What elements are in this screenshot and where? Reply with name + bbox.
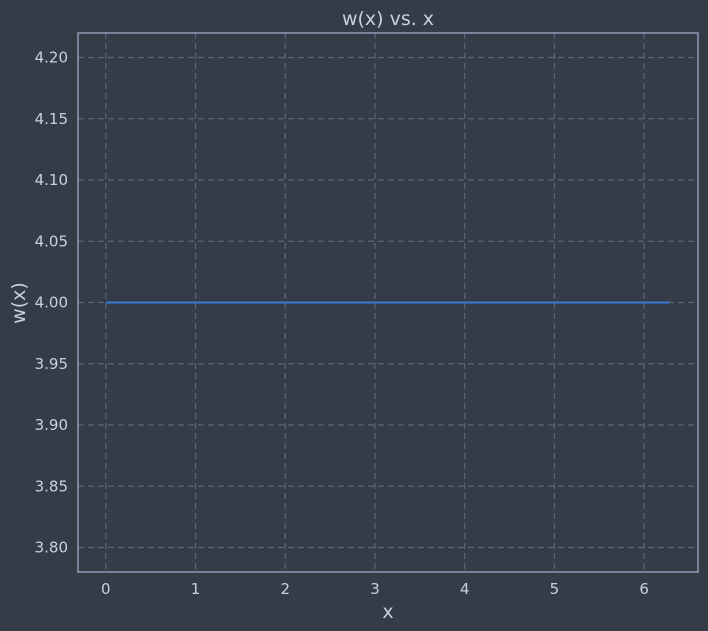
x-tick-label: 5: [550, 580, 560, 598]
x-tick-label: 4: [460, 580, 470, 598]
y-tick-label: 3.85: [35, 477, 68, 495]
y-tick-label: 3.90: [35, 416, 68, 434]
x-tick-label: 1: [191, 580, 201, 598]
y-tick-label: 3.95: [35, 355, 68, 373]
y-tick-label: 4.00: [35, 294, 68, 312]
y-tick-label: 4.20: [35, 49, 68, 67]
x-tick-label: 3: [370, 580, 380, 598]
y-tick-label: 3.80: [35, 539, 68, 557]
plot-area-frame: [77, 32, 699, 573]
x-tick-label: 0: [101, 580, 111, 598]
chart-title: w(x) vs. x: [342, 8, 434, 30]
x-tick-label: 6: [639, 580, 649, 598]
y-tick-label: 4.15: [35, 110, 68, 128]
x-tick-labels: 0 1 2 3 4 5 6: [101, 580, 649, 598]
x-axis-label: x: [382, 601, 393, 623]
y-axis-label: w(x): [8, 282, 30, 324]
y-tick-label: 4.10: [35, 171, 68, 189]
y-tick-label: 4.05: [35, 232, 68, 250]
y-tick-labels: 3.80 3.85 3.90 3.95 4.00 4.05 4.10 4.15 4.20: [35, 49, 68, 557]
x-tick-label: 2: [280, 580, 290, 598]
